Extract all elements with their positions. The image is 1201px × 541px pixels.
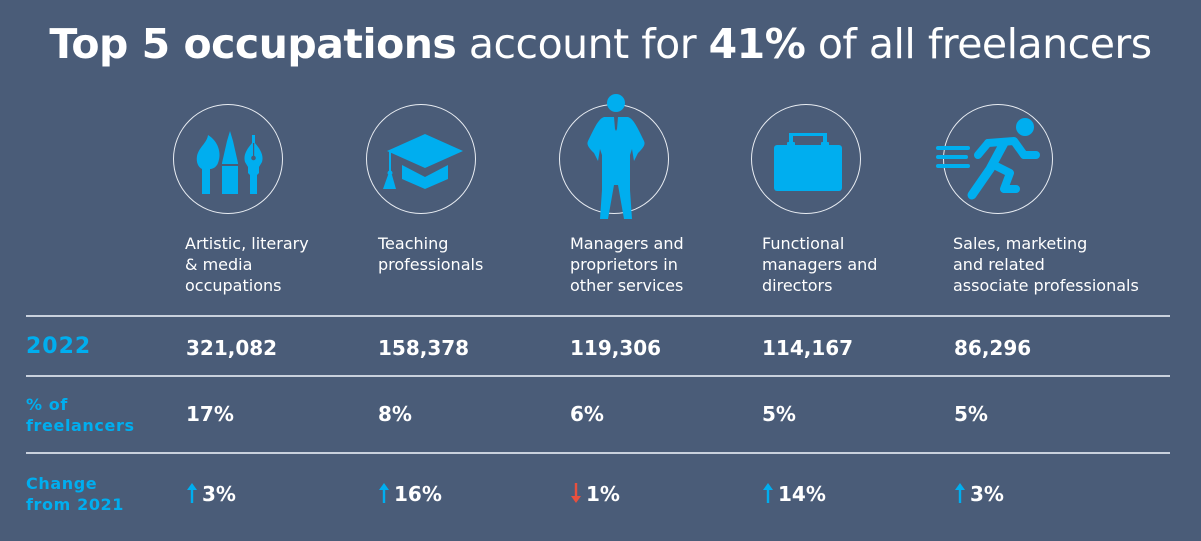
change-teaching: 16% [378,482,442,506]
running-person-icon [936,104,1053,214]
change-sales: 3% [954,482,1004,506]
title-light-part-2: of all freelancers [805,20,1152,68]
occupation-label-functional-managers: Functional managers and directors [762,233,962,296]
arrow-down-icon [571,483,581,503]
label-line: other services [570,276,684,295]
change-value: 16% [394,482,442,506]
businessman-icon [559,94,669,219]
change-value: 3% [970,482,1004,506]
divider [26,375,1170,377]
title-bold-part: Top 5 occupations [49,20,457,68]
row-label-share: % of freelancers [26,394,135,436]
occupation-label-sales: Sales, marketing and related associate p… [953,233,1183,296]
count-2022-teaching: 158,378 [378,336,470,360]
divider [26,315,1170,317]
page-title: Top 5 occupations account for 41% of all… [0,14,1201,74]
share-teaching: 8% [378,402,412,426]
label-line: Managers and [570,234,684,253]
row-label-line: Change [26,474,98,493]
label-line: associate professionals [953,276,1139,295]
count-2022-functional-managers: 114,167 [762,336,854,360]
title-highlight-percent: 41% [708,20,806,68]
occupation-label-teaching: Teaching professionals [378,233,578,275]
row-label-line: % of [26,395,68,414]
label-line: and related [953,255,1045,274]
label-line: Teaching [378,234,449,253]
change-managers: 1% [570,482,620,506]
title-light-part: account for [456,20,709,68]
divider [26,452,1170,454]
change-functional-managers: 14% [762,482,826,506]
arrow-up-icon [763,483,773,503]
arrow-up-icon [379,483,389,503]
label-line: managers and [762,255,878,274]
label-line: & media [185,255,253,274]
occupation-label-managers: Managers and proprietors in other servic… [570,233,770,296]
share-artistic: 17% [186,402,234,426]
row-label-change: Change from 2021 [26,473,124,515]
count-2022-artistic: 321,082 [186,336,278,360]
label-line: Artistic, literary [185,234,309,253]
label-line: Sales, marketing [953,234,1088,253]
change-artistic: 3% [186,482,236,506]
row-label-line: freelancers [26,416,135,435]
arrow-up-icon [187,483,197,503]
arrow-up-icon [955,483,965,503]
count-2022-sales: 86,296 [954,336,1032,360]
row-label-year: 2022 [26,334,92,359]
change-value: 3% [202,482,236,506]
label-line: directors [762,276,833,295]
label-line: occupations [185,276,282,295]
art-tools-icon [173,104,283,214]
share-managers: 6% [570,402,604,426]
change-value: 1% [586,482,620,506]
share-functional-managers: 5% [762,402,796,426]
label-line: Functional [762,234,845,253]
briefcase-icon [751,104,861,214]
change-value: 14% [778,482,826,506]
graduation-cap-icon [366,104,476,214]
share-sales: 5% [954,402,988,426]
count-2022-managers: 119,306 [570,336,662,360]
row-label-line: from 2021 [26,495,125,514]
occupation-label-artistic: Artistic, literary & media occupations [185,233,385,296]
label-line: professionals [378,255,484,274]
label-line: proprietors in [570,255,678,274]
